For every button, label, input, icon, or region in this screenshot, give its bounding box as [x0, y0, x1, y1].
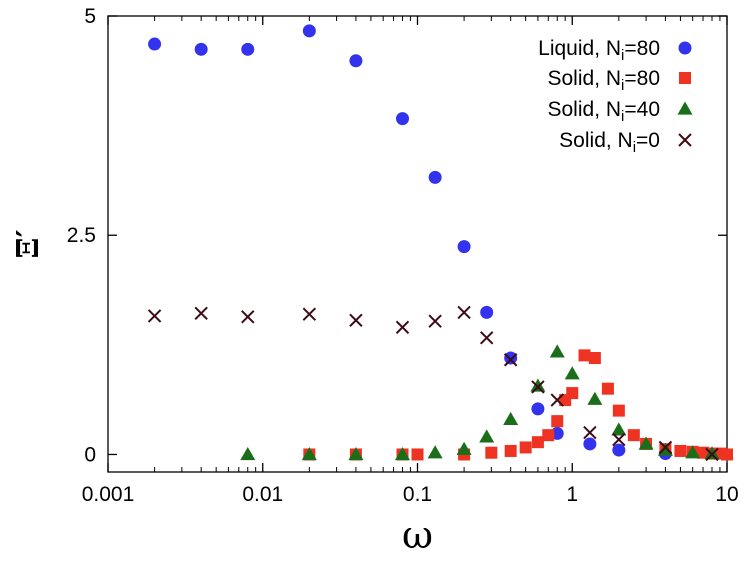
data-point-cross — [395, 320, 410, 335]
legend-entry-label: Liquid, Ni=80 — [538, 37, 660, 64]
data-point-triangle — [587, 391, 603, 405]
data-point-triangle — [530, 378, 546, 392]
data-point-triangle — [240, 446, 256, 461]
data-point-cross — [241, 310, 255, 324]
x-tick-label: 0.1 — [403, 483, 432, 506]
data-point-cross — [428, 314, 442, 328]
data-point-circle — [504, 351, 518, 365]
data-point-square — [519, 441, 532, 454]
data-point-circle — [396, 112, 410, 126]
data-point-triangle — [564, 366, 580, 380]
data-point-circle — [531, 402, 545, 416]
data-point-triangle — [549, 344, 565, 358]
data-point-square — [566, 387, 579, 400]
data-point-triangle — [301, 446, 317, 461]
legend-entry-suffix: =80 — [624, 67, 660, 90]
data-point-cross — [531, 380, 545, 394]
legend-entry-subscript: i — [621, 108, 624, 125]
data-point-triangle — [395, 446, 411, 461]
y-tick-label: 2.5 — [67, 224, 96, 247]
data-point-cross — [479, 331, 494, 345]
data-point-square — [531, 436, 544, 449]
data-point-triangle — [456, 441, 472, 455]
y-tick-label: 0 — [84, 443, 96, 466]
legend-marker-cross — [678, 133, 692, 147]
data-point-cross — [147, 309, 162, 323]
series-triangle — [240, 344, 720, 461]
data-point-cross — [503, 353, 518, 367]
data-point-cross — [457, 305, 471, 320]
data-point-triangle — [611, 422, 627, 436]
data-point-triangle — [704, 446, 720, 460]
data-point-square — [601, 382, 614, 395]
data-point-circle — [194, 42, 208, 56]
data-point-circle — [302, 24, 316, 38]
data-point-triangle — [427, 445, 443, 459]
legend-entry-label: Solid, Ni=40 — [548, 98, 661, 125]
data-point-circle — [457, 240, 471, 254]
data-point-square — [627, 429, 640, 442]
legend-marker-square — [679, 72, 691, 84]
legend-entry-suffix: =0 — [636, 129, 660, 152]
data-point-triangle — [503, 411, 519, 426]
data-point-triangle — [638, 436, 654, 450]
data-point-square — [588, 352, 601, 364]
series-circle — [148, 24, 672, 461]
legend-marker-circle — [678, 41, 692, 55]
data-point-cross — [705, 447, 719, 462]
legend-entry-subscript: i — [621, 77, 624, 94]
data-point-circle — [148, 37, 162, 51]
data-point-circle — [428, 170, 442, 184]
data-point-square — [551, 415, 564, 428]
series-cross — [147, 305, 719, 462]
data-point-cross — [349, 313, 363, 327]
data-point-circle — [349, 54, 363, 68]
x-axis-label: ω — [402, 513, 433, 557]
data-point-cross — [194, 306, 208, 320]
data-point-cross — [612, 432, 626, 447]
legend-entry-name: Solid, N — [559, 129, 633, 152]
legend-entry-name: Liquid, N — [538, 37, 621, 60]
x-tick-label: 0.001 — [82, 483, 135, 506]
x-tick-label: 10 — [715, 483, 738, 506]
y-axis-label: Ξ′ — [11, 229, 46, 258]
data-point-circle — [612, 443, 626, 457]
legend-entry-label: Solid, Ni=0 — [559, 129, 660, 156]
x-tick-label: 1 — [566, 483, 578, 506]
legend-entry-label: Solid, Ni=80 — [548, 67, 661, 94]
data-point-triangle — [348, 446, 364, 461]
data-point-square — [674, 444, 687, 457]
legend-entry-suffix: =80 — [624, 37, 660, 60]
data-point-triangle — [685, 445, 701, 459]
data-point-square — [578, 349, 591, 362]
data-point-square — [411, 448, 424, 461]
legend-entry-subscript: i — [633, 139, 636, 156]
data-point-square — [485, 446, 498, 459]
data-point-cross — [550, 393, 564, 407]
legend-entry-name: Solid, N — [548, 98, 622, 121]
data-point-cross — [302, 307, 317, 321]
legend-entry-name: Solid, N — [548, 67, 622, 90]
data-point-square — [542, 429, 555, 442]
data-point-square — [612, 404, 625, 417]
data-point-square — [721, 448, 733, 461]
data-point-circle — [583, 437, 597, 451]
data-point-circle — [480, 305, 494, 319]
data-point-circle — [241, 42, 255, 56]
legend-entry-suffix: =40 — [624, 98, 660, 121]
legend-marker-triangle — [677, 101, 693, 115]
data-point-square — [504, 444, 517, 457]
legend-entry-subscript: i — [621, 47, 624, 64]
data-point-triangle — [479, 429, 495, 443]
data-point-cross — [583, 425, 597, 440]
x-tick-label: 0.01 — [242, 483, 283, 506]
data-point-cross — [658, 440, 673, 455]
y-tick-label: 5 — [84, 5, 96, 28]
